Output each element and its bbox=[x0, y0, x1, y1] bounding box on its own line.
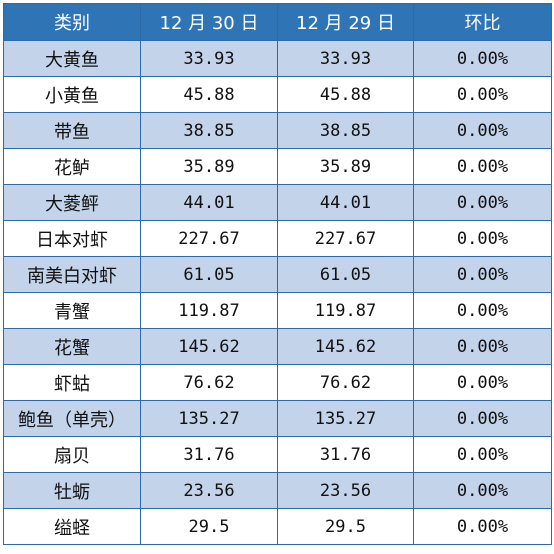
table-row: 日本对虾 227.67 227.67 0.00% bbox=[3, 220, 552, 257]
category-cell: 日本对虾 bbox=[3, 220, 141, 257]
table-row: 鲍鱼（单壳） 135.27 135.27 0.00% bbox=[3, 400, 552, 437]
category-cell: 扇贝 bbox=[3, 436, 141, 473]
dec-30-price-cell: 23.56 bbox=[140, 472, 278, 509]
category-cell: 花鲈 bbox=[3, 148, 141, 185]
dec-30-price-cell: 38.85 bbox=[140, 112, 278, 149]
change-cell: 0.00% bbox=[413, 400, 552, 437]
category-cell: 小黄鱼 bbox=[3, 76, 141, 113]
change-cell: 0.00% bbox=[413, 436, 552, 473]
category-cell: 牡蛎 bbox=[3, 472, 141, 509]
dec-29-price-cell: 145.62 bbox=[277, 328, 414, 365]
dec-30-price-cell: 29.5 bbox=[140, 508, 278, 545]
dec-29-price-cell: 38.85 bbox=[277, 112, 414, 149]
change-cell: 0.00% bbox=[413, 184, 552, 221]
dec-29-price-cell: 119.87 bbox=[277, 292, 414, 329]
dec-30-price-cell: 44.01 bbox=[140, 184, 278, 221]
category-cell: 青蟹 bbox=[3, 292, 141, 329]
dec-30-price-cell: 119.87 bbox=[140, 292, 278, 329]
table-row: 花蟹 145.62 145.62 0.00% bbox=[3, 328, 552, 365]
dec-29-price-cell: 44.01 bbox=[277, 184, 414, 221]
table-row: 大菱鲆 44.01 44.01 0.00% bbox=[3, 184, 552, 221]
category-cell: 鲍鱼（单壳） bbox=[3, 400, 141, 437]
table-row: 花鲈 35.89 35.89 0.00% bbox=[3, 148, 552, 185]
change-cell: 0.00% bbox=[413, 256, 552, 293]
category-cell: 缢蛏 bbox=[3, 508, 141, 545]
change-cell: 0.00% bbox=[413, 40, 552, 77]
change-cell: 0.00% bbox=[413, 508, 552, 545]
category-cell: 大菱鲆 bbox=[3, 184, 141, 221]
dec-29-price-cell: 45.88 bbox=[277, 76, 414, 113]
change-cell: 0.00% bbox=[413, 364, 552, 401]
category-cell: 花蟹 bbox=[3, 328, 141, 365]
category-cell: 虾蛄 bbox=[3, 364, 141, 401]
dec-30-price-cell: 35.89 bbox=[140, 148, 278, 185]
table-row: 大黄鱼 33.93 33.93 0.00% bbox=[3, 40, 552, 77]
dec-29-price-cell: 33.93 bbox=[277, 40, 414, 77]
header-row: 类别 12 月 30 日 12 月 29 日 环比 bbox=[3, 3, 552, 41]
change-cell: 0.00% bbox=[413, 76, 552, 113]
price-table: 类别 12 月 30 日 12 月 29 日 环比 大黄鱼 33.93 33.93 0… bbox=[3, 3, 552, 545]
table-header: 类别 12 月 30 日 12 月 29 日 环比 bbox=[3, 3, 552, 41]
dec-29-price-cell: 23.56 bbox=[277, 472, 414, 509]
dec-29-price-cell: 31.76 bbox=[277, 436, 414, 473]
dec-30-price-cell: 45.88 bbox=[140, 76, 278, 113]
dec-29-price-cell: 76.62 bbox=[277, 364, 414, 401]
change-cell: 0.00% bbox=[413, 220, 552, 257]
change-cell: 0.00% bbox=[413, 328, 552, 365]
table-row: 南美白对虾 61.05 61.05 0.00% bbox=[3, 256, 552, 293]
header-category: 类别 bbox=[3, 3, 141, 41]
change-cell: 0.00% bbox=[413, 148, 552, 185]
table-body: 大黄鱼 33.93 33.93 0.00% 小黄鱼 45.88 45.88 0.00% 带鱼 38… bbox=[3, 40, 552, 545]
dec-30-price-cell: 145.62 bbox=[140, 328, 278, 365]
dec-30-price-cell: 31.76 bbox=[140, 436, 278, 473]
change-cell: 0.00% bbox=[413, 112, 552, 149]
dec-30-price-cell: 33.93 bbox=[140, 40, 278, 77]
category-cell: 大黄鱼 bbox=[3, 40, 141, 77]
change-cell: 0.00% bbox=[413, 472, 552, 509]
change-cell: 0.00% bbox=[413, 292, 552, 329]
category-cell: 带鱼 bbox=[3, 112, 141, 149]
dec-29-price-cell: 227.67 bbox=[277, 220, 414, 257]
dec-30-price-cell: 61.05 bbox=[140, 256, 278, 293]
table-row: 牡蛎 23.56 23.56 0.00% bbox=[3, 472, 552, 509]
header-dec-30: 12 月 30 日 bbox=[140, 3, 278, 41]
dec-30-price-cell: 227.67 bbox=[140, 220, 278, 257]
header-dec-29: 12 月 29 日 bbox=[277, 3, 414, 41]
table-row: 小黄鱼 45.88 45.88 0.00% bbox=[3, 76, 552, 113]
category-cell: 南美白对虾 bbox=[3, 256, 141, 293]
dec-30-price-cell: 135.27 bbox=[140, 400, 278, 437]
dec-29-price-cell: 135.27 bbox=[277, 400, 414, 437]
header-change: 环比 bbox=[413, 3, 552, 41]
dec-29-price-cell: 35.89 bbox=[277, 148, 414, 185]
dec-29-price-cell: 29.5 bbox=[277, 508, 414, 545]
table-row: 虾蛄 76.62 76.62 0.00% bbox=[3, 364, 552, 401]
dec-30-price-cell: 76.62 bbox=[140, 364, 278, 401]
table-row: 扇贝 31.76 31.76 0.00% bbox=[3, 436, 552, 473]
dec-29-price-cell: 61.05 bbox=[277, 256, 414, 293]
table-row: 带鱼 38.85 38.85 0.00% bbox=[3, 112, 552, 149]
table-row: 青蟹 119.87 119.87 0.00% bbox=[3, 292, 552, 329]
table-row: 缢蛏 29.5 29.5 0.00% bbox=[3, 508, 552, 545]
